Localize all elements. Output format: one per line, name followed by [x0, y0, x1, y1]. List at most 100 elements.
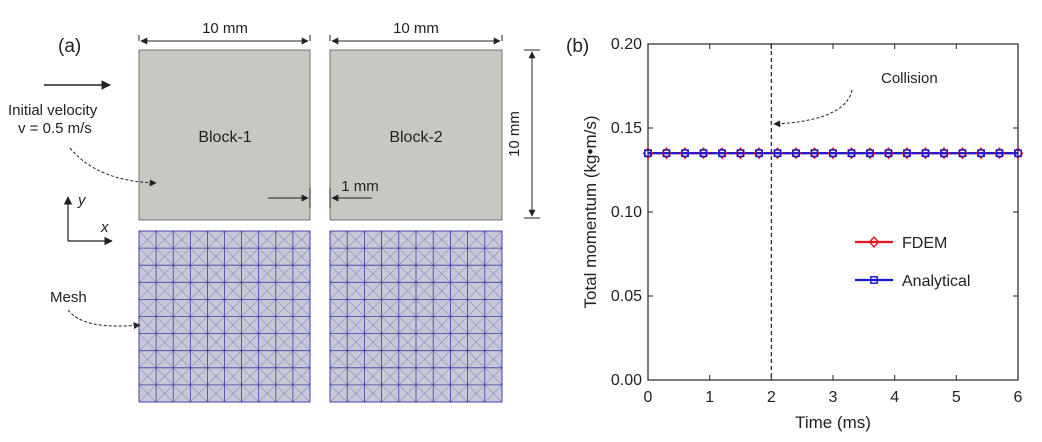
mesh-diagonal	[484, 299, 503, 317]
mesh-diagonal	[292, 333, 311, 351]
mesh-diagonal	[450, 333, 468, 351]
data-point	[829, 149, 837, 158]
mesh-diagonal	[241, 230, 259, 249]
mesh-diagonal	[467, 350, 485, 368]
mesh-diagonal	[450, 384, 468, 403]
mesh-diagonal	[155, 247, 174, 266]
mesh-diagonal	[275, 265, 294, 283]
velocity-label-line2: v = 0.5 m/s	[18, 120, 92, 137]
mesh-diagonal	[241, 350, 259, 368]
mesh-diagonal	[398, 299, 417, 317]
mesh-diagonal	[381, 299, 399, 317]
mesh-diagonal	[415, 247, 434, 266]
mesh-diagonal	[138, 299, 157, 317]
mesh-diagonal	[155, 333, 174, 351]
mesh-diagonal	[450, 350, 468, 368]
dim-width-1-label: 10 mm	[202, 20, 248, 37]
mesh-diagonal	[484, 384, 503, 403]
mesh-diagonal	[415, 230, 434, 249]
mesh-diagonal	[190, 282, 208, 300]
mesh-diagonal	[241, 282, 259, 300]
legend-label: FDEM	[902, 235, 947, 252]
y-tick-label: 0.05	[611, 288, 642, 305]
mesh-diagonal	[275, 384, 294, 403]
mesh-diagonal	[258, 247, 276, 266]
mesh-diagonal	[207, 316, 225, 334]
mesh-diagonal	[155, 265, 174, 283]
mesh-diagonal	[484, 282, 503, 300]
mesh-diagonal	[275, 367, 294, 386]
mesh-diagonal	[173, 384, 191, 403]
data-point	[681, 149, 689, 158]
mesh-diagonal	[364, 350, 382, 368]
mesh-diagonal	[433, 350, 451, 368]
mesh-diagonal	[364, 333, 382, 351]
mesh-diagonal	[224, 384, 242, 403]
mesh-diagonal	[450, 265, 468, 283]
mesh-diagonal	[329, 350, 348, 368]
mesh-diagonal	[347, 367, 365, 386]
mesh-diagonal	[484, 333, 503, 351]
data-point	[921, 149, 930, 158]
mesh-diagonal	[450, 299, 468, 317]
mesh-block-2	[329, 230, 503, 403]
mesh-diagonal	[207, 350, 225, 368]
mesh-diagonal	[398, 230, 417, 249]
mesh-diagonal	[381, 230, 399, 249]
panel-b-label: (b)	[566, 36, 589, 57]
mesh-diagonal	[329, 367, 348, 386]
mesh-diagonal	[433, 316, 451, 334]
mesh-diagonal	[450, 247, 468, 266]
mesh-diagonal	[173, 350, 191, 368]
data-point	[718, 149, 726, 158]
mesh-diagonal	[381, 282, 399, 300]
mesh-diagonal	[275, 350, 294, 368]
mesh-diagonal	[433, 282, 451, 300]
mesh-diagonal	[207, 230, 225, 249]
mesh-diagonal	[364, 230, 382, 249]
block-1	[138, 49, 311, 221]
mesh-diagonal	[224, 265, 242, 283]
block-1-label: Block-1	[198, 129, 251, 146]
y-tick-label: 0.00	[611, 372, 642, 389]
mesh-diagonal	[484, 316, 503, 334]
mesh-diagonal	[433, 299, 451, 317]
mesh-diagonal	[347, 265, 365, 283]
axis-y-label: y	[77, 192, 87, 209]
data-point	[699, 149, 708, 158]
mesh-diagonal	[275, 299, 294, 317]
mesh-diagonal	[329, 333, 348, 351]
mesh-diagonal	[173, 333, 191, 351]
mesh-diagonal	[347, 316, 365, 334]
mesh-diagonal	[224, 316, 242, 334]
mesh-diagonal	[467, 282, 485, 300]
x-tick-label: 1	[705, 389, 714, 406]
mesh-diagonal	[347, 282, 365, 300]
mesh-diagonal	[433, 384, 451, 403]
mesh-diagonal	[224, 247, 242, 266]
x-tick-label: 4	[890, 389, 899, 406]
mesh-diagonal	[381, 247, 399, 266]
mesh-diagonal	[224, 230, 242, 249]
mesh-diagonal	[450, 316, 468, 334]
mesh-diagonal	[292, 265, 311, 283]
mesh-diagonal	[415, 299, 434, 317]
data-point	[736, 149, 745, 158]
mesh-diagonal	[155, 384, 174, 403]
x-tick-label: 5	[952, 389, 961, 406]
mesh-diagonal	[347, 247, 365, 266]
mesh-diagonal	[224, 282, 242, 300]
chart-layer: 0 1 2 3 4 5 6 0.00 0.05 0.10 0.15 0.20 FDEM Analytica…	[611, 36, 1024, 406]
mesh-diagonal	[398, 247, 417, 266]
y-tick-label: 0.10	[611, 204, 642, 221]
mesh-diagonal	[138, 230, 157, 249]
mesh-diagonal	[484, 265, 503, 283]
mesh-diagonal	[173, 367, 191, 386]
mesh-diagonal	[138, 384, 157, 403]
y-tick-label: 0.15	[611, 120, 642, 137]
mesh-diagonal	[292, 230, 311, 249]
x-tick-label: 6	[1014, 389, 1023, 406]
mesh-diagonal	[381, 367, 399, 386]
mesh-diagonal	[155, 282, 174, 300]
data-point	[847, 149, 856, 158]
